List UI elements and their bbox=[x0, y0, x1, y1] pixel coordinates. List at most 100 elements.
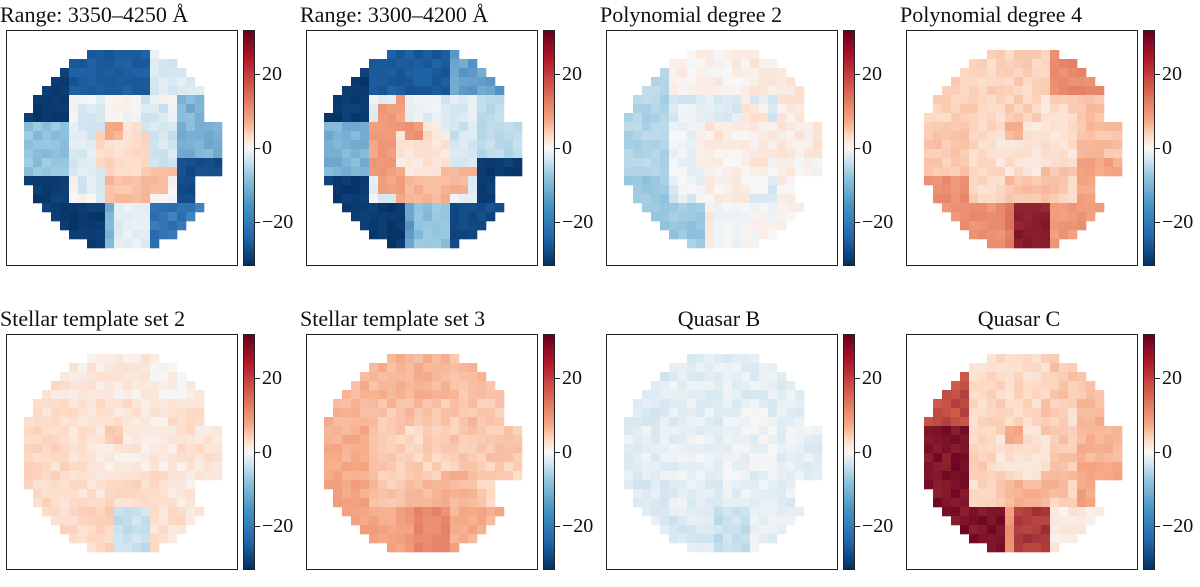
heatmap-cell bbox=[924, 444, 934, 454]
heatmap-cell bbox=[132, 480, 142, 490]
heatmap-cell bbox=[432, 167, 442, 177]
heatmap-cell bbox=[714, 230, 724, 240]
heatmap-cell bbox=[969, 390, 979, 400]
heatmap-cell bbox=[450, 444, 460, 454]
heatmap-cell bbox=[96, 149, 106, 159]
heatmap-cell bbox=[351, 194, 361, 204]
heatmap-cell bbox=[42, 507, 52, 517]
heatmap-cell bbox=[405, 59, 415, 69]
heatmap-cell bbox=[1050, 95, 1060, 105]
heatmap-cell bbox=[960, 453, 970, 463]
heatmap-cell bbox=[1050, 390, 1060, 400]
heatmap-cell bbox=[405, 354, 415, 364]
heatmap-cell bbox=[1023, 399, 1033, 409]
heatmap-cell bbox=[1014, 113, 1024, 123]
heatmap-cell bbox=[78, 399, 88, 409]
heatmap-cell bbox=[732, 203, 742, 213]
heatmap-cell bbox=[705, 489, 715, 499]
heatmap-cell bbox=[969, 498, 979, 508]
heatmap-cell bbox=[141, 372, 151, 382]
heatmap-cell bbox=[978, 77, 988, 87]
heatmap-cell bbox=[333, 176, 343, 186]
heatmap-cell bbox=[477, 525, 487, 535]
heatmap-cell bbox=[360, 158, 370, 168]
heatmap-cell bbox=[141, 543, 151, 553]
heatmap-cell bbox=[1059, 399, 1069, 409]
heatmap-cell bbox=[60, 122, 70, 132]
heatmap-cell bbox=[978, 194, 988, 204]
heatmap-cell bbox=[414, 372, 424, 382]
heatmap-cell bbox=[1086, 498, 1096, 508]
heatmap-cell bbox=[87, 86, 97, 96]
heatmap-cell bbox=[486, 176, 496, 186]
heatmap-cell bbox=[1032, 426, 1042, 436]
heatmap-cell bbox=[60, 104, 70, 114]
heatmap-cell bbox=[978, 122, 988, 132]
heatmap-cell bbox=[1095, 417, 1105, 427]
heatmap-cell bbox=[423, 95, 433, 105]
heatmap-cell bbox=[1014, 453, 1024, 463]
heatmap-cell bbox=[750, 534, 760, 544]
heatmap-cell bbox=[651, 86, 661, 96]
heatmap-cell bbox=[96, 95, 106, 105]
heatmap-cell bbox=[705, 399, 715, 409]
heatmap-cell bbox=[69, 390, 79, 400]
heatmap-cell bbox=[1068, 525, 1078, 535]
heatmap-cell bbox=[51, 77, 61, 87]
heatmap-cell bbox=[1086, 77, 1096, 87]
heatmap-cell bbox=[624, 426, 634, 436]
heatmap-cell bbox=[450, 417, 460, 427]
heatmap-cell bbox=[96, 390, 106, 400]
heatmap-cell bbox=[513, 426, 523, 436]
heatmap-cell bbox=[186, 444, 196, 454]
heatmap-cell bbox=[669, 221, 679, 231]
heatmap-cell bbox=[813, 149, 823, 159]
heatmap-cell bbox=[96, 426, 106, 436]
heatmap-cell bbox=[1059, 462, 1069, 472]
heatmap-cell bbox=[405, 426, 415, 436]
heatmap-cell bbox=[768, 480, 778, 490]
heatmap-cell bbox=[714, 462, 724, 472]
heatmap-cell bbox=[714, 390, 724, 400]
heatmap-cell bbox=[732, 86, 742, 96]
heatmap-cell bbox=[141, 498, 151, 508]
heatmap-cell bbox=[423, 381, 433, 391]
heatmap-cell bbox=[378, 381, 388, 391]
heatmap-cell bbox=[177, 86, 187, 96]
heatmap-cell bbox=[669, 158, 679, 168]
heatmap-cell bbox=[1032, 203, 1042, 213]
heatmap-cell bbox=[777, 203, 787, 213]
heatmap-cell bbox=[924, 471, 934, 481]
heatmap-cell bbox=[69, 381, 79, 391]
heatmap-cell bbox=[432, 113, 442, 123]
heatmap-cell bbox=[777, 158, 787, 168]
heatmap-cell bbox=[978, 176, 988, 186]
heatmap-cell bbox=[813, 158, 823, 168]
heatmap-cell bbox=[42, 167, 52, 177]
heatmap-cell bbox=[696, 122, 706, 132]
heatmap-cell bbox=[378, 426, 388, 436]
heatmap-cell bbox=[960, 462, 970, 472]
heatmap-cell bbox=[60, 113, 70, 123]
heatmap-cell bbox=[741, 363, 751, 373]
heatmap-cell bbox=[504, 435, 514, 445]
heatmap-cell bbox=[195, 417, 205, 427]
heatmap-cell bbox=[369, 113, 379, 123]
heatmap-cell bbox=[105, 498, 115, 508]
heatmap-cell bbox=[1113, 462, 1123, 472]
heatmap-cell bbox=[495, 444, 505, 454]
heatmap-cell bbox=[996, 122, 1006, 132]
heatmap-cell bbox=[132, 426, 142, 436]
heatmap-cell bbox=[432, 354, 442, 364]
heatmap-cell bbox=[1005, 113, 1015, 123]
heatmap-cell bbox=[723, 390, 733, 400]
heatmap-cell bbox=[150, 471, 160, 481]
heatmap-cell bbox=[159, 140, 169, 150]
heatmap-cell bbox=[168, 462, 178, 472]
heatmap-cell bbox=[804, 462, 814, 472]
heatmap-cell bbox=[687, 507, 697, 517]
heatmap-cell bbox=[1014, 381, 1024, 391]
heatmap-cell bbox=[378, 86, 388, 96]
heatmap-cell bbox=[159, 158, 169, 168]
heatmap-cell bbox=[432, 471, 442, 481]
